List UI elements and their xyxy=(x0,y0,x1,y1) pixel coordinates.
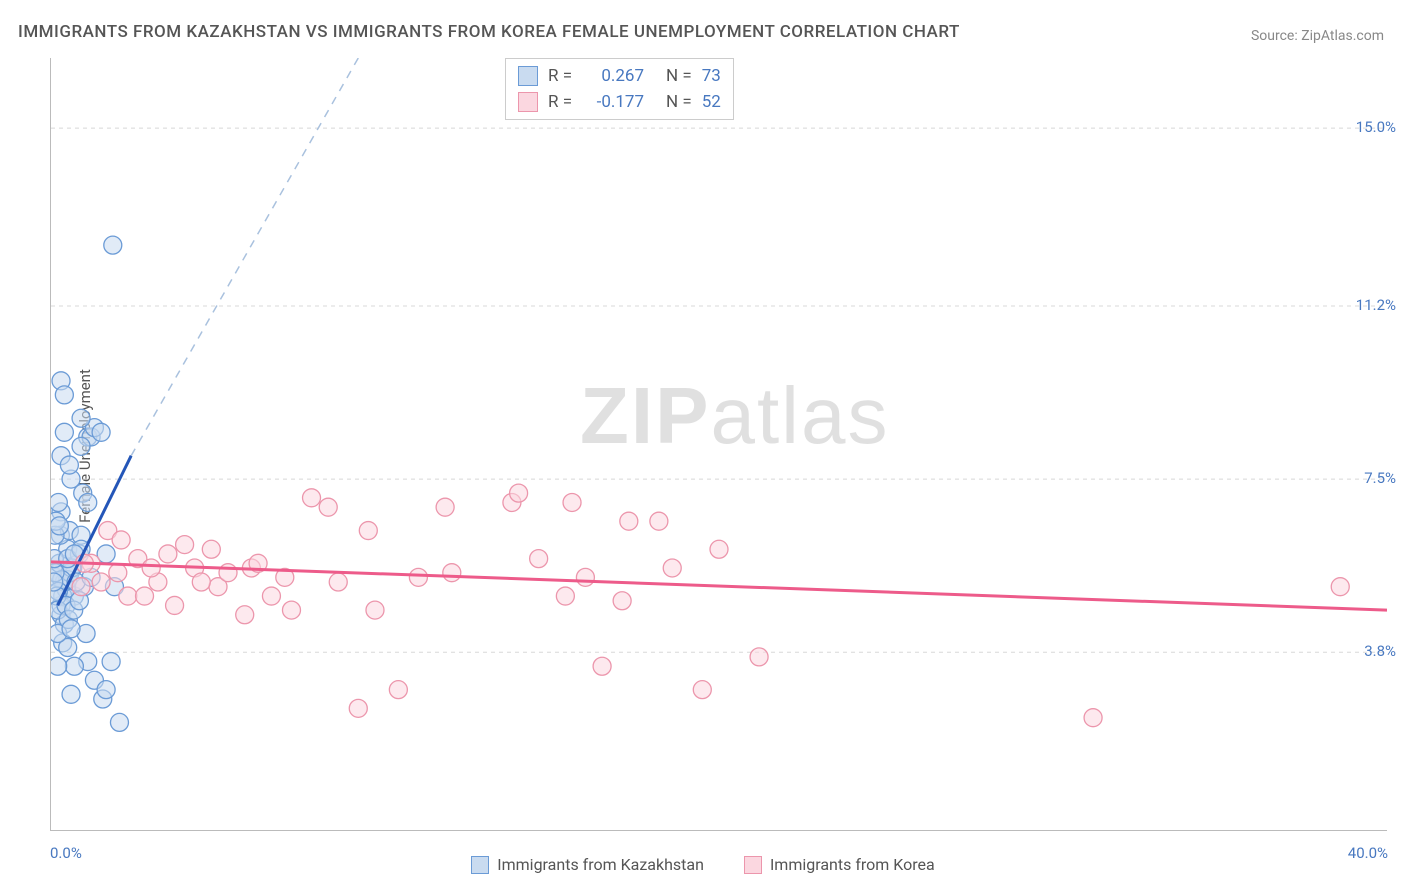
stats-row: R = -0.177 N = 52 xyxy=(518,89,721,115)
chart-plot-area xyxy=(50,58,1387,831)
stats-r-label: R = xyxy=(548,89,572,115)
chart-source: Source: ZipAtlas.com xyxy=(1251,28,1384,44)
legend-label: Immigrants from Korea xyxy=(770,855,935,874)
y-tick-label: 15.0% xyxy=(1356,118,1396,136)
x-axis-max-label: 40.0% xyxy=(1348,844,1388,862)
stats-n-value: 52 xyxy=(702,89,721,115)
stats-r-label: R = xyxy=(548,63,572,89)
stats-row: R = 0.267 N = 73 xyxy=(518,63,721,89)
legend-swatch xyxy=(471,856,489,874)
y-tick-label: 3.8% xyxy=(1364,642,1396,660)
stats-r-value: 0.267 xyxy=(582,63,644,89)
legend-item: Immigrants from Korea xyxy=(744,855,935,874)
stats-n-label: N = xyxy=(666,89,692,115)
chart-title: IMMIGRANTS FROM KAZAKHSTAN VS IMMIGRANTS… xyxy=(18,22,960,42)
stats-n-value: 73 xyxy=(702,63,721,89)
legend-bottom: Immigrants from Kazakhstan Immigrants fro… xyxy=(0,855,1406,874)
legend-label: Immigrants from Kazakhstan xyxy=(497,855,704,874)
stats-r-value: -0.177 xyxy=(582,89,644,115)
stats-legend-box: R = 0.267 N = 73 R = -0.177 N = 52 xyxy=(505,58,734,120)
stats-swatch xyxy=(518,66,538,86)
legend-item: Immigrants from Kazakhstan xyxy=(471,855,704,874)
legend-swatch xyxy=(744,856,762,874)
stats-n-label: N = xyxy=(666,63,692,89)
y-tick-label: 7.5% xyxy=(1364,469,1396,487)
stats-swatch xyxy=(518,92,538,112)
x-axis-min-label: 0.0% xyxy=(50,844,82,862)
y-tick-label: 11.2% xyxy=(1356,296,1396,314)
